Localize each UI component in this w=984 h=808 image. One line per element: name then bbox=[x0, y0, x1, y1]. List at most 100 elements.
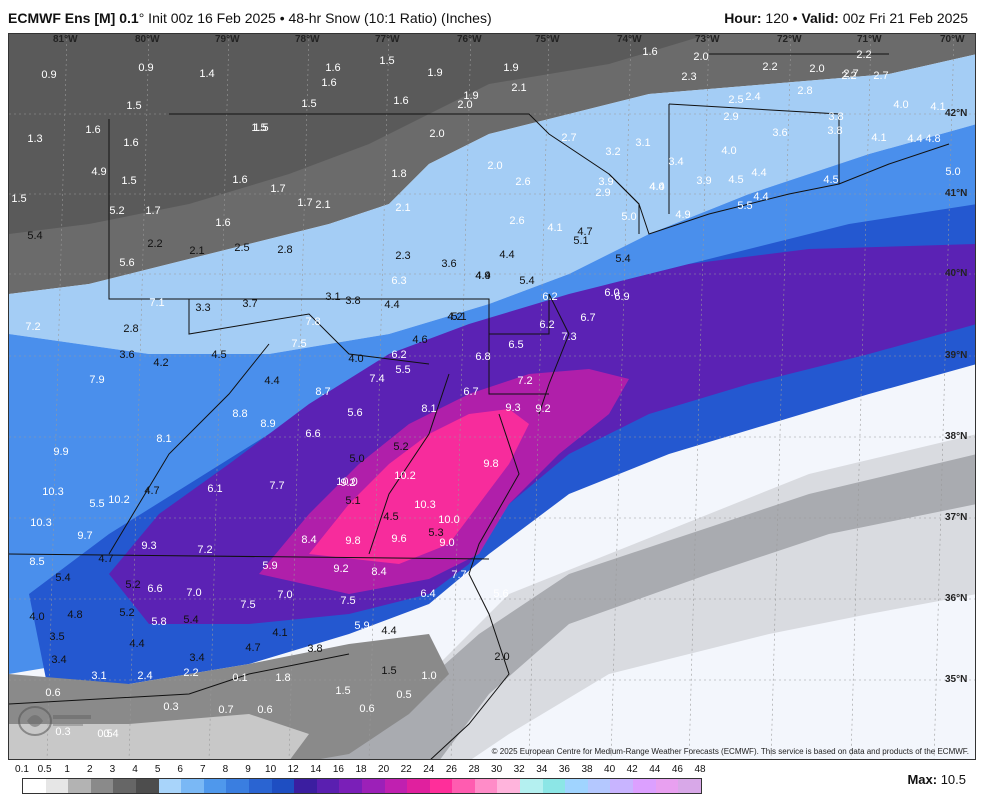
legend-swatch bbox=[678, 779, 701, 793]
lon-label: 77°W bbox=[375, 34, 400, 45]
snowfall-value: 3.3 bbox=[195, 302, 210, 314]
snowfall-map: 0.9 0.9 1.4 1.6 1.5 1.9 1.9 1.6 2.0 2.2 2.7 1.5 1.6 1… bbox=[8, 33, 976, 760]
snowfall-value: 1.6 bbox=[123, 137, 138, 149]
snowfall-value: 10.3 bbox=[414, 499, 435, 511]
snowfall-value: 2.0 bbox=[494, 651, 509, 663]
snowfall-value: 4.4 bbox=[907, 133, 922, 145]
lon-label: 75°W bbox=[535, 34, 560, 45]
snowfall-value: 10.0 bbox=[336, 476, 357, 488]
legend-swatch bbox=[248, 779, 272, 793]
meridian-line bbox=[688, 34, 710, 759]
snowfall-value: 10.3 bbox=[30, 517, 51, 529]
snowfall-value: 3.1 bbox=[635, 137, 650, 149]
legend-swatch bbox=[226, 779, 249, 793]
snowfall-value: 9.0 bbox=[439, 537, 454, 549]
snowfall-value: 6.2 bbox=[539, 319, 554, 331]
snowfall-value: 3.7 bbox=[242, 298, 257, 310]
lon-label: 74°W bbox=[617, 34, 642, 45]
snowfall-value: 1.9 bbox=[463, 90, 478, 102]
snowfall-value: 8.7 bbox=[315, 386, 330, 398]
snowfall-value: 4.5 bbox=[728, 174, 743, 186]
snowfall-value: 4.0 bbox=[348, 353, 363, 365]
max-value: 10.5 bbox=[940, 772, 966, 787]
lat-label: 41°N bbox=[945, 188, 968, 199]
legend-swatch bbox=[113, 779, 136, 793]
legend-swatch bbox=[452, 779, 475, 793]
snowfall-value: 4.7 bbox=[245, 642, 260, 654]
snowfall-value: 4.1 bbox=[272, 627, 287, 639]
bright-magenta-core bbox=[309, 409, 529, 564]
legend-tick-label: 44 bbox=[649, 764, 661, 775]
lon-label: 76°W bbox=[457, 34, 482, 45]
snowfall-value: 5.8 bbox=[151, 616, 166, 628]
snowfall-value: 3.8 bbox=[828, 111, 843, 123]
snowfall-value: 4.1 bbox=[547, 222, 562, 234]
snowfall-value: 4.1 bbox=[930, 101, 945, 113]
snowfall-value: 2.7 bbox=[873, 70, 888, 82]
map-canvas: 0.90.9 1.4 1.61.51.9 1.91.6 2.0 2.22.71.51.61… bbox=[9, 34, 975, 759]
legend-tick-label: 8 bbox=[222, 764, 229, 775]
snowfall-value: 10.2 bbox=[108, 494, 129, 506]
snowfall-value: 9.2 bbox=[340, 477, 355, 489]
lon-label: 78°W bbox=[295, 34, 320, 45]
snowfall-value: 5.4 bbox=[183, 614, 198, 626]
snowfall-value: 7.7 bbox=[451, 569, 466, 581]
legend-swatch bbox=[497, 779, 521, 793]
snowfall-value: 0.5 bbox=[396, 689, 411, 701]
snowfall-value: 5.1 bbox=[451, 311, 466, 323]
legend-swatch bbox=[587, 779, 611, 793]
snowfall-value: 1.6 bbox=[232, 174, 247, 186]
snowfall-value: 1.6 bbox=[642, 46, 657, 58]
snowfall-value: 0.3 bbox=[55, 726, 70, 738]
snowfall-value: 5.6 bbox=[119, 257, 134, 269]
snowfall-value: 1.6 bbox=[325, 62, 340, 74]
snowfall-value: 4.4 bbox=[264, 375, 279, 387]
legend-tick-label: 6 bbox=[177, 764, 183, 775]
legend-swatch bbox=[271, 779, 295, 793]
snowfall-value: 2.9 bbox=[595, 187, 610, 199]
snowfall-value: 0.6 bbox=[45, 687, 60, 699]
meridian-line bbox=[610, 34, 632, 759]
legend-tick-label: 38 bbox=[581, 764, 593, 775]
snowfall-value: 7.2 bbox=[517, 375, 532, 387]
snowfall-value: 5.9 bbox=[354, 620, 369, 632]
snowfall-value: 7.3 bbox=[561, 331, 576, 343]
snowfall-value: 1.9 bbox=[503, 62, 518, 74]
snowfall-value: 0.1 bbox=[232, 672, 247, 684]
legend-tick-label: 9 bbox=[245, 764, 251, 775]
snowfall-value: 7.1 bbox=[149, 297, 164, 309]
snowfall-value: 1.6 bbox=[215, 217, 230, 229]
snowfall-value: 4.6 bbox=[412, 334, 427, 346]
max-label: Max: bbox=[907, 772, 938, 787]
snowfall-value: 1.4 bbox=[199, 68, 214, 80]
snowfall-value: 1.5 bbox=[126, 100, 141, 112]
snowfall-value: 5.1 bbox=[573, 235, 588, 247]
snowfall-value: 6.4 bbox=[420, 588, 435, 600]
snowfall-value: 1.5 bbox=[379, 55, 394, 67]
model-resolution: 0.1 bbox=[119, 10, 139, 26]
snowfall-value: 4.0 bbox=[649, 181, 664, 193]
lon-label: 71°W bbox=[857, 34, 882, 45]
snowfall-value: 4.4 bbox=[475, 270, 490, 282]
snowfall-value: 4.4 bbox=[753, 191, 768, 203]
snowfall-value: 3.4 bbox=[51, 654, 66, 666]
snowfall-value: 2.5 bbox=[234, 242, 249, 254]
snowfall-value: 9.9 bbox=[53, 446, 68, 458]
lon-label: 73°W bbox=[695, 34, 720, 45]
snowfall-value: 10.3 bbox=[42, 486, 63, 498]
meridian-line bbox=[933, 34, 955, 759]
legend-swatch bbox=[158, 779, 182, 793]
snowfall-value: 5.6 bbox=[347, 407, 362, 419]
meridian-line bbox=[770, 34, 792, 759]
snowfall-value: 4.2 bbox=[153, 357, 168, 369]
snowfall-value: 2.0 bbox=[487, 160, 502, 172]
snowfall-value: 4.8 bbox=[67, 609, 82, 621]
snowfall-value: 9.3 bbox=[505, 402, 520, 414]
legend-swatch bbox=[520, 779, 543, 793]
legend-tick-label: 42 bbox=[626, 764, 638, 775]
legend-swatch bbox=[203, 779, 227, 793]
snowfall-value: 2.7 bbox=[843, 68, 858, 80]
weatherbell-logo-icon bbox=[18, 706, 91, 736]
snowfall-values: 0.90.9 1.4 1.61.51.9 1.91.6 2.0 2.22.71.51.61… bbox=[9, 34, 961, 740]
snowfall-value: 5.0 bbox=[945, 166, 960, 178]
